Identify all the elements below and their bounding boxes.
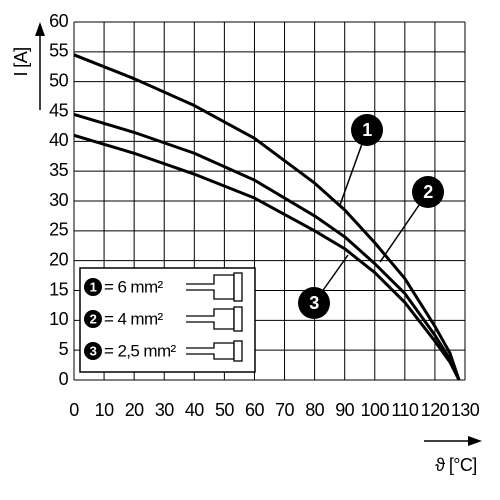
x-tick-label: 0 <box>69 400 79 420</box>
legend-label: = 4 mm² <box>104 309 164 328</box>
y-tick-label: 5 <box>59 339 69 359</box>
x-arrow-head <box>468 436 482 446</box>
y-arrow-head <box>35 22 45 36</box>
legend-marker-label: 2 <box>90 311 97 326</box>
y-tick-label: 20 <box>49 249 68 269</box>
curve <box>73 113 461 381</box>
y-tick-label: 10 <box>49 309 68 329</box>
y-axis-label: I [A] <box>11 47 31 76</box>
legend-marker-label: 1 <box>90 279 97 294</box>
y-tick-label: 25 <box>49 220 68 240</box>
legend-marker-label: 3 <box>90 343 97 358</box>
x-tick-label: 40 <box>185 400 204 420</box>
callout-circle <box>298 287 330 319</box>
y-tick-label: 55 <box>49 41 68 61</box>
legend-marker <box>84 310 102 328</box>
legend-label: = 6 mm² <box>104 277 164 296</box>
x-tick-label: 70 <box>275 400 294 420</box>
x-tick-label: 110 <box>391 400 418 420</box>
x-tick-label: 80 <box>305 400 324 420</box>
x-tick-label: 10 <box>95 400 114 420</box>
legend-marker <box>84 278 102 296</box>
curve <box>73 133 461 381</box>
x-tick-label: 100 <box>361 400 390 420</box>
callout-circle <box>351 114 383 146</box>
x-tick-label: 60 <box>245 400 264 420</box>
legend-marker <box>84 342 102 360</box>
callout-label: 3 <box>309 293 319 313</box>
x-tick-label: 20 <box>125 400 144 420</box>
y-tick-label: 60 <box>49 11 68 31</box>
y-tick-label: 30 <box>49 190 68 210</box>
x-tick-label: 130 <box>451 400 480 420</box>
y-tick-label: 15 <box>49 279 68 299</box>
callout-label: 1 <box>362 120 372 140</box>
curve <box>73 53 461 381</box>
y-tick-label: 40 <box>49 130 68 150</box>
legend-label: = 2,5 mm² <box>104 341 177 360</box>
x-tick-label: 120 <box>421 400 450 420</box>
callout-label: 2 <box>423 182 433 202</box>
ferrule-collar <box>233 272 243 302</box>
x-tick-label: 30 <box>155 400 174 420</box>
y-tick-label: 45 <box>49 100 68 120</box>
y-tick-label: 35 <box>49 160 68 180</box>
x-tick-label: 50 <box>215 400 234 420</box>
x-axis-label: ϑ [°C] <box>435 455 476 475</box>
y-tick-label: 50 <box>49 70 68 90</box>
ferrule-collar <box>233 306 243 332</box>
ferrule-collar <box>233 340 243 362</box>
callout-circle <box>412 176 444 208</box>
x-tick-label: 90 <box>335 400 354 420</box>
y-tick-label: 0 <box>59 369 69 389</box>
